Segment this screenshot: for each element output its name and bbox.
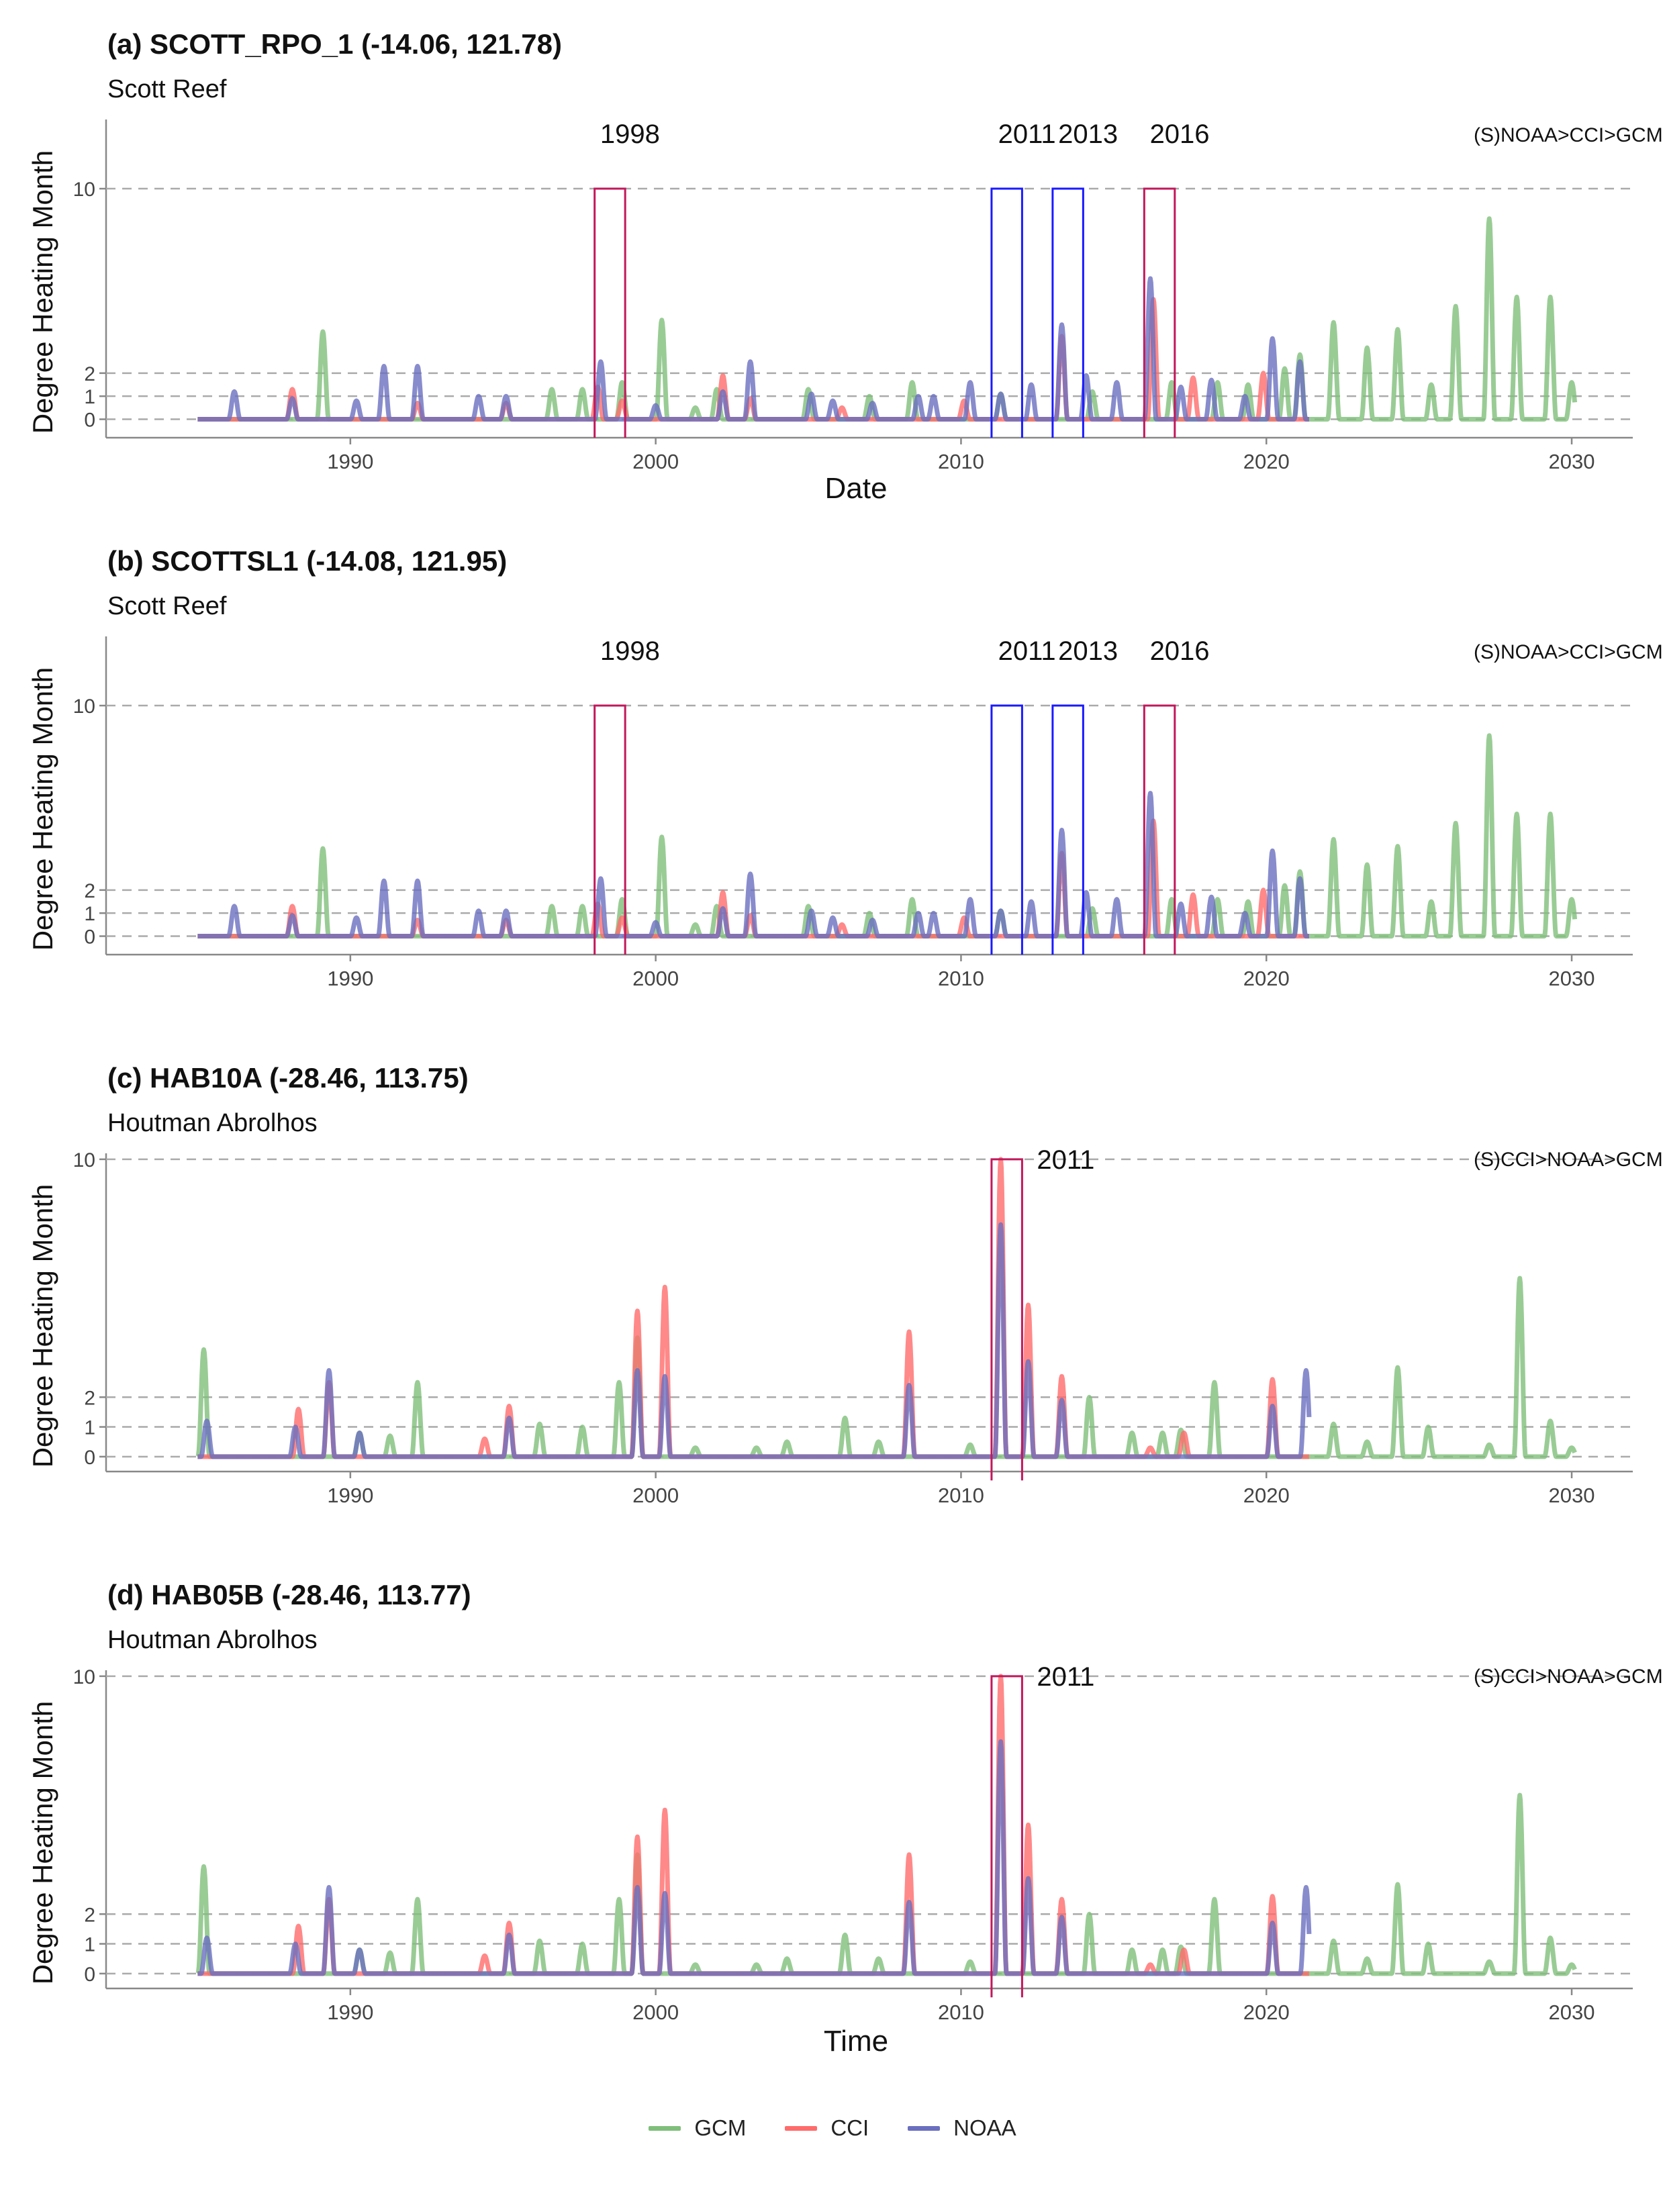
event-box	[990, 1158, 1023, 1481]
chart-subtitle: Scott Reef	[107, 592, 227, 620]
legend-item-noaa: NOAA	[908, 2115, 1016, 2141]
event-label: 2011	[1037, 1145, 1094, 1175]
event-label: 2013	[1058, 119, 1118, 149]
chart-title: (c) HAB10A (-28.46, 113.75)	[107, 1062, 469, 1094]
x-tick-label: 2000	[632, 967, 679, 990]
x-tick-label: 2000	[632, 1484, 679, 1507]
series-line-gcm	[195, 1792, 1577, 1976]
y-tick-label: 1	[84, 1417, 95, 1439]
event-box	[1143, 187, 1176, 438]
y-tick-label: 0	[84, 1964, 95, 1986]
x-tick-label: 2020	[1243, 1484, 1290, 1507]
chart-title: (b) SCOTTSL1 (-14.08, 121.95)	[107, 545, 507, 577]
event-label: 2011	[998, 636, 1056, 666]
legend-label-cci: CCI	[830, 2115, 869, 2140]
ranking-annotation: (S)NOAA>CCI>GCM	[1474, 641, 1663, 663]
series-line-noaa	[195, 276, 1311, 422]
x-axis-label: Date	[825, 472, 888, 505]
series-line-gcm	[195, 733, 1578, 939]
legend-label-noaa: NOAA	[953, 2115, 1016, 2140]
ranking-annotation: (S)CCI>NOAA>GCM	[1474, 1149, 1663, 1171]
y-axis-label: Degree Heating Month	[27, 150, 58, 434]
chart-subtitle: Scott Reef	[107, 75, 227, 103]
y-tick-label: 2	[84, 1387, 95, 1409]
event-box	[1051, 704, 1084, 955]
event-box	[990, 187, 1023, 438]
x-tick-label: 2020	[1243, 967, 1290, 990]
series-line-noaa	[195, 1222, 1312, 1459]
event-box	[1143, 704, 1176, 955]
ranking-annotation: (S)NOAA>CCI>GCM	[1474, 124, 1663, 146]
legend: GCM CCI NOAA	[0, 2108, 1665, 2148]
series-line-cci	[195, 1674, 1311, 1976]
x-tick-label: 2000	[632, 450, 679, 473]
y-tick-label: 2	[84, 880, 95, 902]
event-box	[593, 704, 626, 955]
event-box	[593, 187, 626, 438]
x-tick-label: 1990	[327, 450, 373, 473]
y-tick-label: 10	[73, 695, 95, 718]
x-tick-label: 2020	[1243, 450, 1290, 473]
y-axis-label: Degree Heating Month	[27, 1701, 58, 1985]
y-tick-label: 2	[84, 363, 95, 385]
y-tick-label: 0	[84, 926, 95, 949]
x-tick-label: 2010	[938, 450, 984, 473]
event-box	[1051, 187, 1084, 438]
x-tick-label: 2010	[938, 967, 984, 990]
y-tick-label: 10	[73, 1666, 95, 1688]
y-tick-label: 0	[84, 1447, 95, 1469]
x-tick-label: 2030	[1549, 1484, 1595, 1507]
chart-panel-1: (a) SCOTT_RPO_1 (-14.06, 121.78) Scott Re…	[27, 28, 1663, 505]
chart-subtitle: Houtman Abrolhos	[107, 1626, 318, 1654]
chart-panel-2: (b) SCOTTSL1 (-14.08, 121.95) Scott Reef 0…	[27, 545, 1663, 990]
event-label: 2016	[1150, 636, 1210, 666]
x-tick-label: 1990	[327, 2001, 373, 2024]
legend-item-gcm: GCM	[649, 2115, 746, 2141]
y-axis-label: Degree Heating Month	[27, 1184, 58, 1468]
x-tick-label: 2020	[1243, 2001, 1290, 2024]
series-line-cci	[195, 1157, 1311, 1459]
legend-key-noaa	[908, 2125, 941, 2131]
chart-panel-4: (d) HAB05B (-28.46, 113.77) Houtman Abrol…	[27, 1579, 1663, 2058]
x-tick-label: 2010	[938, 2001, 984, 2024]
y-tick-label: 10	[73, 179, 95, 201]
x-tick-label: 1990	[327, 967, 373, 990]
y-tick-label: 1	[84, 386, 95, 408]
legend-key-gcm	[649, 2125, 681, 2131]
event-box	[990, 1675, 1023, 1998]
y-tick-label: 1	[84, 1934, 95, 1956]
x-tick-label: 2000	[632, 2001, 679, 2024]
series-line-noaa	[195, 791, 1311, 939]
event-label: 2016	[1150, 119, 1210, 149]
series-line-gcm	[195, 1276, 1577, 1459]
legend-label-gcm: GCM	[694, 2115, 747, 2140]
y-tick-label: 0	[84, 410, 95, 432]
event-label: 1998	[600, 636, 660, 666]
x-tick-label: 2030	[1549, 2001, 1595, 2024]
x-tick-label: 2030	[1549, 450, 1595, 473]
ranking-annotation: (S)CCI>NOAA>GCM	[1474, 1666, 1663, 1688]
event-label: 2011	[998, 119, 1056, 149]
x-tick-label: 2030	[1549, 967, 1595, 990]
event-box	[990, 704, 1023, 955]
chart-title: (d) HAB05B (-28.46, 113.77)	[107, 1579, 471, 1610]
y-tick-label: 1	[84, 903, 95, 925]
event-label: 2011	[1037, 1662, 1094, 1692]
x-axis-label: Time	[824, 2025, 888, 2058]
y-tick-label: 2	[84, 1904, 95, 1926]
chart-title: (a) SCOTT_RPO_1 (-14.06, 121.78)	[107, 28, 562, 60]
series-line-noaa	[195, 1739, 1312, 1976]
series-line-gcm	[195, 216, 1578, 422]
event-label: 2013	[1058, 636, 1118, 666]
x-tick-label: 1990	[327, 1484, 373, 1507]
x-tick-label: 2010	[938, 1484, 984, 1507]
chart-subtitle: Houtman Abrolhos	[107, 1109, 318, 1137]
y-tick-label: 10	[73, 1149, 95, 1171]
y-axis-label: Degree Heating Month	[27, 667, 58, 951]
legend-item-cci: CCI	[785, 2115, 869, 2141]
chart-panel-3: (c) HAB10A (-28.46, 113.75) Houtman Abrol…	[27, 1062, 1663, 1507]
legend-key-cci	[785, 2125, 818, 2131]
event-label: 1998	[600, 119, 660, 149]
